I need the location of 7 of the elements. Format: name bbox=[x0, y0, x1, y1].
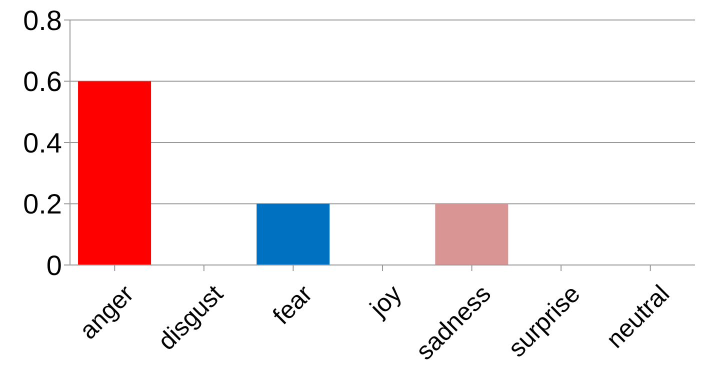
y-tick-label: 0.2 bbox=[23, 188, 62, 220]
y-tick-label: 0.6 bbox=[23, 66, 62, 98]
y-tick-label: 0.4 bbox=[23, 127, 62, 158]
y-tick-label: 0 bbox=[46, 250, 62, 281]
x-tick-label: fear bbox=[268, 280, 318, 330]
y-tick-label: 0.8 bbox=[23, 4, 62, 36]
x-tick-label: joy bbox=[364, 280, 408, 323]
